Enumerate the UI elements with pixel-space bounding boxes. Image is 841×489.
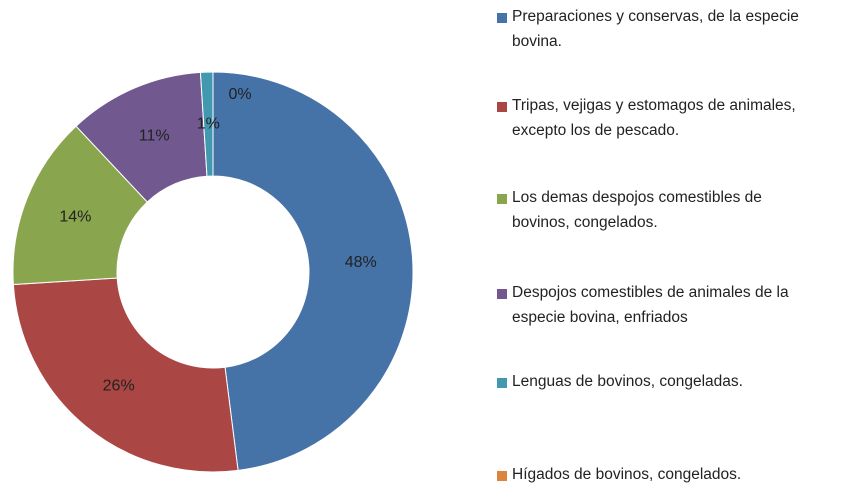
legend-label: Despojos comestibles de animales de la e…: [512, 284, 789, 326]
legend-item: Tripas, vejigas y estomagos de animales,…: [497, 96, 827, 143]
legend-swatch: [497, 194, 507, 204]
data-label: 1%: [197, 115, 220, 132]
legend-swatch: [497, 102, 507, 112]
legend-item: Los demas despojos comestibles de bovino…: [497, 188, 827, 235]
legend-label: Preparaciones y conservas, de la especie…: [512, 8, 799, 50]
legend-swatch: [497, 378, 507, 388]
legend-item: Hígados de bovinos, congelados.: [497, 465, 827, 487]
data-label: 0%: [228, 86, 251, 103]
slice: [212, 71, 414, 471]
legend-label: Hígados de bovinos, congelados.: [512, 466, 742, 483]
legend-item: Preparaciones y conservas, de la especie…: [497, 7, 827, 54]
data-label: 26%: [103, 377, 135, 394]
legend-label: Lenguas de bovinos, congeladas.: [512, 373, 743, 390]
legend-label: Los demas despojos comestibles de bovino…: [512, 189, 762, 231]
legend-swatch: [497, 289, 507, 299]
data-label: 11%: [139, 127, 170, 144]
legend-swatch: [497, 13, 507, 23]
slice: [12, 277, 239, 473]
legend-item: Lenguas de bovinos, congeladas.: [497, 372, 827, 394]
data-label: 14%: [59, 209, 91, 226]
legend-item: Despojos comestibles de animales de la e…: [497, 283, 827, 330]
data-label: 48%: [345, 254, 377, 271]
legend-swatch: [497, 471, 507, 481]
legend-label: Tripas, vejigas y estomagos de animales,…: [512, 97, 796, 139]
slice: [199, 71, 214, 177]
